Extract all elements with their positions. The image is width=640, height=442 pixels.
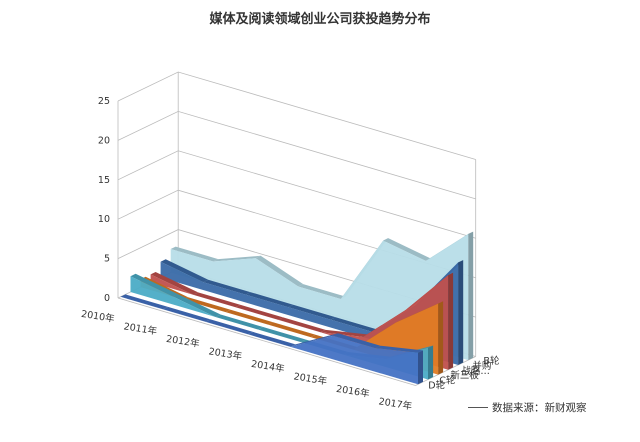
area-top-5-1 [213,255,261,262]
y-tick-label: 0 [104,293,110,304]
area-top-0-4 [290,333,338,347]
x-tick-label: 2013年 [208,345,244,362]
series-label: D轮 [428,379,445,391]
area-top-0-5 [333,333,381,349]
area-top-3-0 [150,272,199,295]
x-tick-label: 2010年 [80,308,116,325]
area-top-5-5 [383,238,431,261]
area-end-cap-4 [458,260,464,365]
y-tick-label: 20 [98,135,110,146]
x-tick-label: 2014年 [250,358,286,375]
area-top-1-3 [258,327,306,342]
y-tick-label: 10 [98,214,110,225]
area-front-0 [120,296,418,385]
x-tick-label: 2011年 [123,320,159,337]
x-tick-label: 2012年 [165,333,201,350]
floor-front-edge [117,297,416,386]
area-end-cap-0 [418,350,423,385]
area-top-0-0 [120,294,168,310]
area-top-3-4 [320,329,369,337]
area-top-2-3 [268,322,316,338]
area-top-3-3 [278,317,326,333]
area-top-4-4 [330,317,379,333]
area-top-0-1 [163,306,211,322]
area-top-2-2 [225,309,274,325]
x-tick-label: 2016年 [335,383,371,400]
area-top-1-1 [173,294,221,317]
area-end-cap-5 [468,231,474,361]
series-label: B轮 [483,355,500,367]
area-top-5-0 [170,246,219,262]
area-top-1-0 [130,273,179,297]
area-top-4-1 [203,279,251,295]
area-top-3-2 [235,304,284,320]
series-label: 新三板 [450,370,479,382]
area-top-1-2 [215,314,264,330]
y-tick-label: 5 [104,254,110,265]
x-tick-label: 2015年 [293,370,329,387]
area-top-0-3 [248,331,296,347]
floor-right-edge [415,356,476,386]
area-top-0-2 [205,319,253,335]
source-note: 数据来源：新财观察 [468,400,587,415]
area-top-3-1 [193,292,241,308]
source-line [468,407,488,408]
area-top-0-6 [375,345,423,353]
area-top-2-6 [395,301,444,323]
y-tick-label: 15 [98,175,110,186]
chart-title: 媒体及阅读领域创业公司获投趋势分布 [209,12,431,27]
area-top-4-0 [160,259,209,283]
area-top-4-2 [245,292,294,308]
area-end-cap-1 [428,345,434,380]
series-label: 战略… [461,365,490,377]
area-top-4-3 [288,304,336,320]
area-top-5-2 [255,255,304,287]
area-top-2-1 [183,297,231,313]
x-tick-label: 2017年 [378,395,414,412]
y-tick-label: 25 [98,96,110,107]
series-label: 并购 [472,360,491,372]
area-end-cap-2 [438,301,444,375]
source-text: 数据来源：新财观察 [492,402,587,414]
series-label: C轮 [439,374,456,386]
area-end-cap-3 [448,272,454,370]
area-top-5-3 [298,284,346,299]
